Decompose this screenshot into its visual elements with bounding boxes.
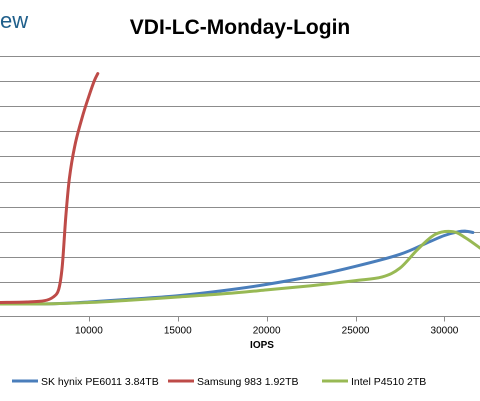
- x-tick-label: 15000: [164, 326, 192, 337]
- legend-label-2: Samsung 983 1.92TB: [197, 376, 299, 388]
- x-tick-label: 10000: [75, 326, 103, 337]
- legend-label-3: Intel P4510 2TB: [351, 376, 426, 388]
- logo-text: ew: [0, 8, 28, 33]
- x-tick-labels: 10000 15000 20000 25000 30000: [75, 326, 459, 337]
- legend: SK hynix PE6011 3.84TB Samsung 983 1.92TB…: [12, 376, 426, 388]
- chart-title: VDI-LC-Monday-Login: [130, 16, 350, 39]
- series-line-3: [0, 229, 480, 306]
- x-tick-label: 20000: [253, 326, 281, 337]
- gridlines: [0, 56, 480, 283]
- x-tick-label: 25000: [342, 326, 370, 337]
- axes: [0, 316, 480, 322]
- x-axis-label: IOPS: [250, 340, 274, 351]
- series-line-2: [0, 72, 100, 304]
- x-tick-label: 30000: [431, 326, 459, 337]
- legend-label-1: SK hynix PE6011 3.84TB: [41, 376, 159, 388]
- plot-series: [0, 72, 480, 306]
